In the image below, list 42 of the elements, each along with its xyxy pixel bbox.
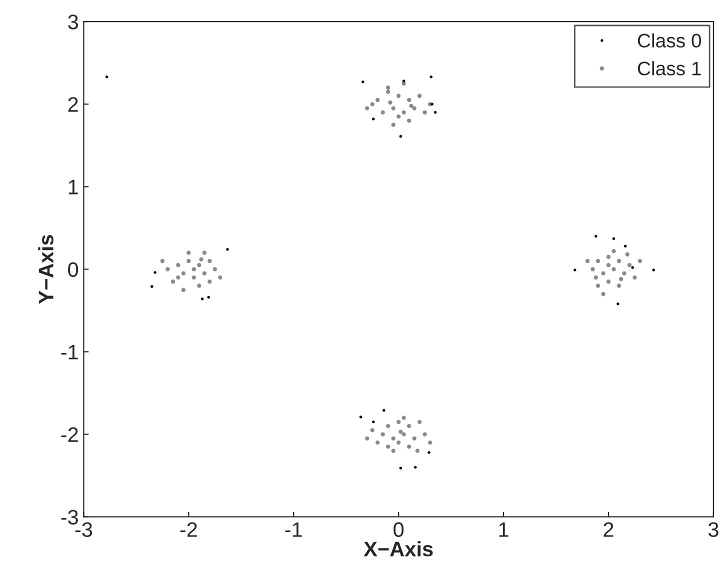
point — [594, 234, 598, 238]
point — [652, 268, 656, 272]
x-tick-label: 2 — [604, 522, 614, 537]
y-tick-label: 0 — [68, 262, 78, 277]
y-axis-title: Y−Axis — [38, 235, 54, 304]
point — [105, 76, 108, 78]
legend-label: Class 1 — [638, 61, 701, 76]
point — [399, 466, 402, 470]
point — [362, 80, 364, 84]
point — [574, 268, 576, 272]
point — [226, 248, 229, 251]
point — [430, 102, 434, 106]
point — [154, 271, 156, 274]
y-tick-label: -1 — [61, 344, 78, 360]
point — [616, 302, 620, 306]
point — [624, 244, 627, 248]
point — [359, 416, 362, 418]
point — [631, 266, 634, 269]
point — [207, 296, 210, 299]
y-tick-label: 2 — [68, 97, 78, 112]
x-tick-label: -2 — [180, 522, 197, 537]
y-tick-label: 3 — [68, 14, 78, 30]
point — [434, 111, 437, 114]
point — [200, 298, 204, 300]
y-tick-label: -2 — [61, 427, 78, 442]
point — [150, 285, 154, 288]
x-axis-title: X−Axis — [364, 541, 433, 556]
point — [372, 420, 375, 424]
x-tick-label: 0 — [394, 522, 404, 538]
point — [612, 237, 616, 240]
point — [399, 134, 402, 138]
x-tick-label: -1 — [285, 522, 302, 537]
point — [382, 408, 386, 412]
y-tick-label: 1 — [68, 180, 78, 194]
point — [428, 451, 430, 454]
point — [372, 118, 375, 120]
point — [414, 466, 417, 469]
point — [430, 76, 433, 78]
legend-label: Class 0 — [638, 33, 702, 48]
point — [402, 80, 406, 82]
x-tick-label: 1 — [499, 522, 508, 537]
x-tick-label: 3 — [708, 522, 718, 538]
